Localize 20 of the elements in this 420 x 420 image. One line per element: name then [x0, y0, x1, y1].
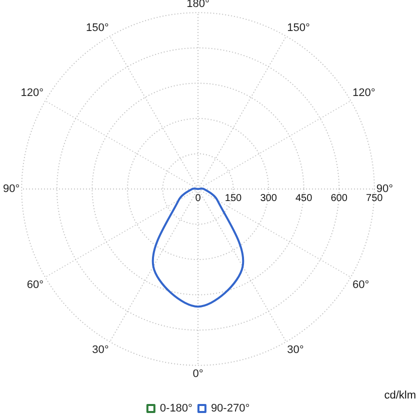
spoke-label: 150°	[287, 22, 310, 34]
y-tick-label: 600	[330, 192, 348, 204]
y-tick-label: 150	[224, 192, 242, 204]
y-tick-label: 750	[366, 192, 384, 204]
spoke-label: 30°	[92, 344, 109, 356]
spoke-label: 0°	[192, 368, 204, 380]
legend-label: 0-180°	[160, 402, 192, 415]
y-tick-label: 300	[260, 192, 278, 204]
text: cd/klm	[384, 389, 416, 402]
spoke-label: 90°	[376, 183, 394, 196]
y-tick-label: 0	[195, 192, 202, 204]
spoke-label: 90°	[2, 183, 20, 196]
spoke-label: 120°	[20, 87, 44, 100]
spoke-label: 30°	[287, 344, 304, 356]
spoke-label: 120°	[352, 87, 376, 100]
legend-label: 90-270°	[210, 402, 250, 415]
spoke-label: 60°	[26, 278, 44, 291]
spoke-label: 150°	[86, 22, 109, 34]
spoke-label: 60°	[352, 278, 370, 291]
y-tick-label: 450	[295, 192, 313, 204]
